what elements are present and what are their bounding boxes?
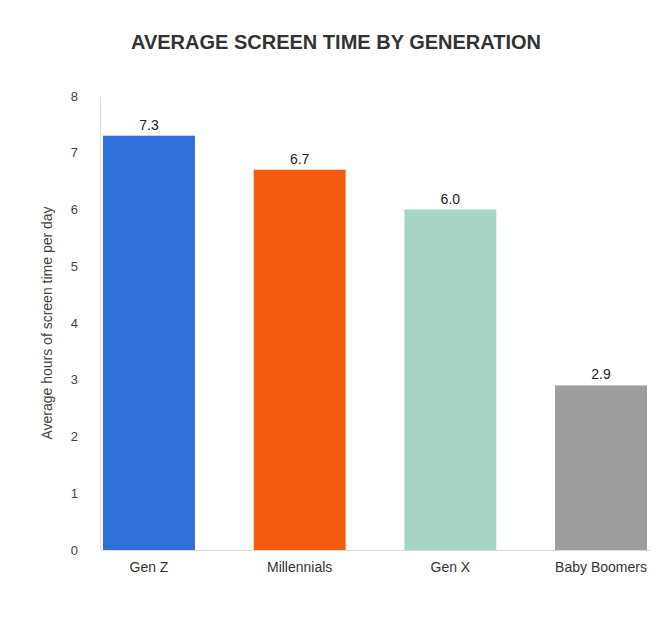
y-tick-label: 6	[71, 202, 78, 217]
y-tick: 6	[71, 202, 100, 217]
x-tick-label: Baby Boomers	[555, 559, 647, 575]
x-tick-label: Millennials	[267, 559, 332, 575]
data-label: 2.9	[591, 366, 611, 382]
y-tick-label: 4	[71, 316, 78, 331]
y-tick: 3	[71, 372, 100, 387]
y-tick-label: 3	[71, 372, 78, 387]
y-tick-label: 2	[71, 429, 78, 444]
bars	[103, 136, 647, 550]
y-axis-title: Average hours of screen time per day	[39, 206, 55, 439]
y-tick: 0	[71, 543, 100, 558]
title: AVERAGE SCREEN TIME BY GENERATION	[131, 31, 541, 53]
chart: 0 1 2 3 4 5 6 7 8 Gen Z Millennials Gen X Baby Boome…	[0, 0, 672, 623]
y-tick: 4	[71, 316, 100, 331]
y-tick: 5	[71, 259, 100, 274]
data-label: 7.3	[139, 117, 159, 133]
y-axis-line	[100, 97, 101, 551]
x-tick: Gen X	[430, 550, 470, 575]
data-label: 6.0	[441, 191, 461, 207]
x-tick-label: Gen X	[430, 559, 470, 575]
data-labels: 7.3 6.7 6.0 2.9	[139, 117, 611, 383]
y-axis: 0 1 2 3 4 5 6 7 8	[71, 89, 101, 558]
y-tick: 7	[71, 145, 100, 160]
x-axis: Gen Z Millennials Gen X Baby Boomers	[101, 550, 651, 575]
x-tick: Millennials	[267, 550, 332, 575]
data-label: 6.7	[290, 151, 310, 167]
y-tick: 8	[71, 89, 100, 104]
x-tick: Baby Boomers	[555, 550, 647, 575]
y-tick-label: 0	[71, 543, 78, 558]
bar	[254, 170, 346, 550]
bar	[555, 385, 647, 550]
plot-area: 0 1 2 3 4 5 6 7 8 Gen Z Millennials Gen X Baby Boome…	[71, 89, 651, 575]
y-tick-label: 8	[71, 89, 78, 104]
x-tick-label: Gen Z	[130, 559, 169, 575]
x-tick: Gen Z	[130, 550, 169, 575]
y-tick-label: 5	[71, 259, 78, 274]
y-tick-label: 7	[71, 145, 78, 160]
y-tick: 1	[71, 486, 100, 501]
x-axis-line	[101, 550, 651, 551]
y-tick-label: 1	[71, 486, 78, 501]
y-tick: 2	[71, 429, 100, 444]
bar	[404, 210, 496, 551]
bar	[103, 136, 195, 550]
